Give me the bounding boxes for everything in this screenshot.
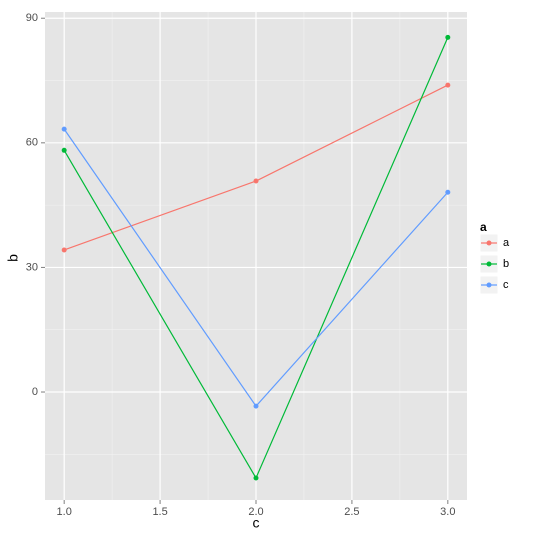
x-tick-label: 2.0 bbox=[248, 506, 263, 518]
legend-point bbox=[486, 240, 492, 246]
y-tick-label: 30 bbox=[26, 261, 38, 273]
point bbox=[61, 147, 67, 153]
x-tick-label: 3.0 bbox=[440, 506, 455, 518]
legend-label: b bbox=[503, 258, 509, 270]
x-tick-label: 1.0 bbox=[57, 506, 72, 518]
point bbox=[61, 247, 67, 253]
x-tick-label: 2.5 bbox=[344, 506, 359, 518]
point bbox=[253, 475, 259, 481]
point bbox=[253, 178, 259, 184]
x-tick-label: 1.5 bbox=[152, 506, 167, 518]
y-tick-label: 0 bbox=[32, 386, 38, 398]
y-tick-label: 60 bbox=[26, 137, 38, 149]
legend-point bbox=[486, 282, 492, 288]
point bbox=[253, 403, 259, 409]
legend-point bbox=[486, 261, 492, 267]
point bbox=[61, 126, 67, 132]
legend-label: c bbox=[503, 279, 509, 291]
legend-title: a bbox=[480, 220, 487, 234]
point bbox=[445, 34, 451, 40]
y-axis-label: b bbox=[5, 254, 21, 262]
legend-label: a bbox=[503, 237, 510, 249]
point bbox=[445, 189, 451, 195]
y-tick-label: 90 bbox=[26, 12, 38, 24]
point bbox=[445, 82, 451, 88]
x-axis-label: c bbox=[253, 515, 260, 531]
